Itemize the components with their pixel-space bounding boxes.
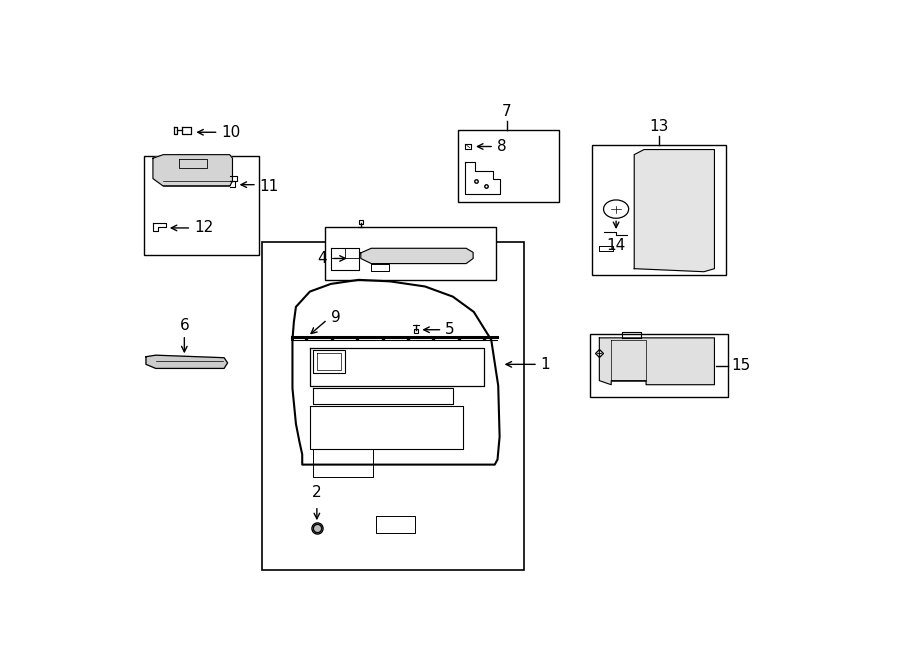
Text: 7: 7 bbox=[502, 104, 511, 119]
Polygon shape bbox=[634, 149, 715, 272]
Bar bbox=[144, 156, 259, 255]
Polygon shape bbox=[153, 155, 232, 186]
Bar bbox=[263, 242, 524, 570]
Text: 11: 11 bbox=[260, 178, 279, 194]
Text: 15: 15 bbox=[731, 358, 751, 373]
Text: 12: 12 bbox=[194, 220, 213, 235]
Polygon shape bbox=[361, 249, 473, 264]
Text: 13: 13 bbox=[650, 119, 669, 134]
Text: 3: 3 bbox=[640, 346, 650, 361]
Bar bbox=[458, 130, 559, 202]
Bar bbox=[325, 227, 496, 280]
Text: 5: 5 bbox=[446, 322, 454, 337]
Text: 1: 1 bbox=[541, 357, 551, 372]
Polygon shape bbox=[146, 355, 228, 368]
Text: 14: 14 bbox=[607, 238, 625, 253]
Bar bbox=[590, 334, 728, 397]
Text: 6: 6 bbox=[179, 318, 189, 332]
Text: 10: 10 bbox=[221, 125, 240, 139]
Text: 8: 8 bbox=[497, 139, 507, 154]
Polygon shape bbox=[599, 338, 715, 385]
Text: 9: 9 bbox=[331, 309, 340, 325]
Text: 2: 2 bbox=[312, 485, 321, 500]
Bar bbox=[592, 145, 726, 275]
Text: 4: 4 bbox=[318, 251, 328, 266]
